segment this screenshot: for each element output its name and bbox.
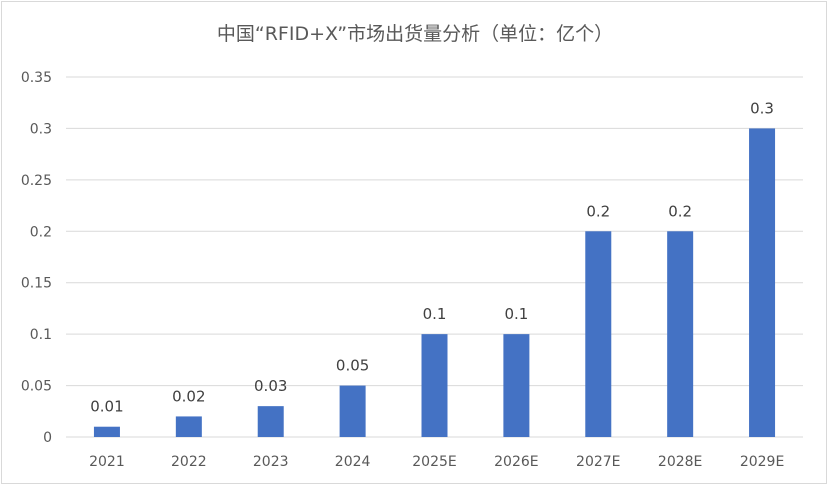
x-tick-label: 2024 <box>335 454 371 470</box>
bar <box>585 231 612 437</box>
bar <box>421 334 448 437</box>
x-tick-label: 2026E <box>494 454 538 470</box>
data-label: 0.03 <box>254 377 287 395</box>
x-tick-label: 2025E <box>412 454 456 470</box>
y-tick-label: 0.2 <box>30 224 52 240</box>
y-tick-label: 0.15 <box>21 276 52 292</box>
bar <box>93 426 120 437</box>
data-label: 0.2 <box>586 202 610 220</box>
x-tick-label: 2023 <box>253 454 289 470</box>
y-tick-label: 0.3 <box>30 121 52 137</box>
y-tick-label: 0.1 <box>30 327 52 343</box>
x-tick-label: 2027E <box>576 454 620 470</box>
x-tick-label: 2028E <box>658 454 702 470</box>
data-label: 0.2 <box>668 202 692 220</box>
x-tick-label: 2021 <box>89 454 125 470</box>
x-tick-label: 2022 <box>171 454 207 470</box>
y-axis-ticks: 0 0.05 0.1 0.15 0.2 0.25 0.3 0.35 <box>21 70 52 446</box>
bar <box>339 385 366 437</box>
data-labels: 0.01 0.02 0.03 0.05 0.1 0.1 0.2 0.2 0.3 <box>90 99 774 415</box>
bars <box>93 128 776 437</box>
bar <box>503 334 530 437</box>
y-tick-label: 0.35 <box>21 70 52 86</box>
chart-title: 中国“RFID+X”市场出货量分析（单位：亿个） <box>217 23 613 45</box>
bar <box>749 128 776 437</box>
data-label: 0.1 <box>423 305 447 323</box>
y-tick-label: 0.25 <box>21 173 52 189</box>
data-label: 0.05 <box>336 357 369 375</box>
y-tick-label: 0.05 <box>21 379 52 395</box>
data-label: 0.02 <box>172 387 205 405</box>
data-label: 0.1 <box>504 305 528 323</box>
bar <box>667 231 694 437</box>
bar <box>257 406 284 437</box>
data-label: 0.01 <box>90 398 123 416</box>
data-label: 0.3 <box>750 99 774 117</box>
bar <box>175 416 202 437</box>
x-tick-label: 2029E <box>740 454 784 470</box>
x-axis-ticks: 2021 2022 2023 2024 2025E 2026E 2027E 2028E 2029… <box>89 454 784 470</box>
y-tick-label: 0 <box>43 430 52 446</box>
